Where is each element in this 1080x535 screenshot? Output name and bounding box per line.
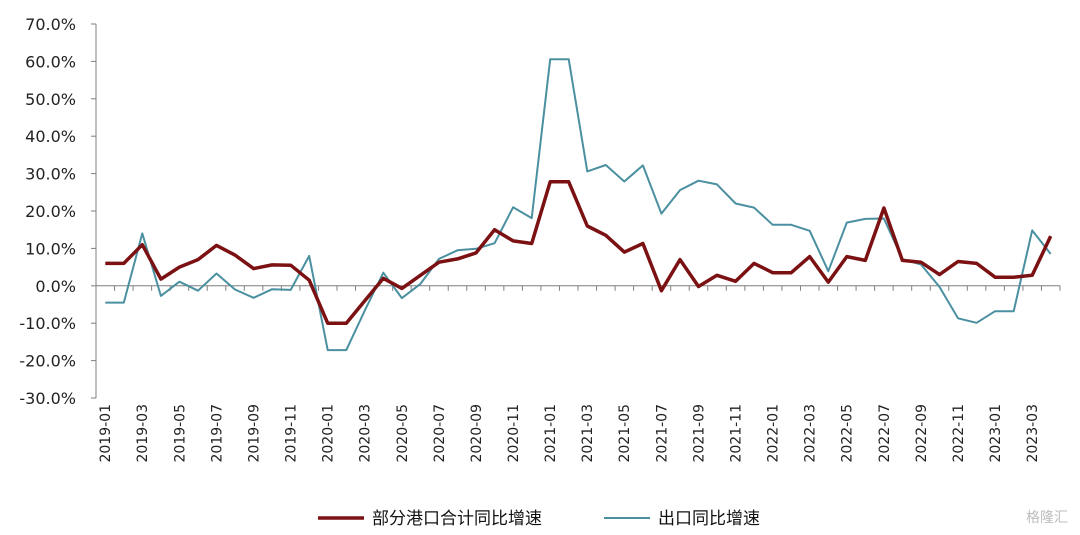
y-tick-label: -10.0% — [19, 314, 76, 333]
x-tick-label: 2019-09 — [246, 404, 262, 463]
y-tick-label: 60.0% — [25, 52, 76, 71]
legend-label: 出口同比增速 — [658, 509, 760, 529]
watermark-text: 格隆汇 — [1026, 510, 1068, 526]
x-tick-label: 2021-09 — [691, 404, 707, 463]
x-tick-label: 2023-01 — [988, 404, 1004, 463]
legend-item-port-throughput: 部分港口合计同比增速 — [318, 509, 542, 529]
x-tick-label: 2021-03 — [580, 404, 596, 463]
x-tick-label: 2022-03 — [803, 404, 819, 463]
x-tick-label: 2021-11 — [728, 404, 744, 463]
x-tick-label: 2020-09 — [469, 404, 485, 463]
x-tick-label: 2023-03 — [1025, 404, 1041, 463]
legend-label: 部分港口合计同比增速 — [372, 509, 542, 529]
x-tick-label: 2019-11 — [284, 404, 300, 463]
x-tick-label: 2022-05 — [840, 404, 856, 463]
y-tick-label: 0.0% — [35, 277, 76, 296]
legend: 部分港口合计同比增速 出口同比增速 — [318, 509, 760, 529]
x-tick-label: 2019-01 — [98, 404, 114, 463]
x-tick-label: 2022-01 — [766, 404, 782, 463]
x-tick-label: 2019-07 — [209, 404, 225, 463]
legend-item-exports: 出口同比增速 — [604, 509, 760, 529]
x-tick-label: 2022-11 — [951, 404, 967, 463]
y-tick-label: 70.0% — [25, 15, 76, 34]
x-axis: 2019-01 2019-03 2019-05 2019-07 2019-09 2019-… — [95, 285, 1061, 463]
x-tick-label: 2021-01 — [543, 404, 559, 463]
y-tick-label: 30.0% — [25, 165, 76, 184]
y-tick-label: 20.0% — [25, 202, 76, 221]
watermark-logo: 格隆汇 — [1026, 507, 1068, 527]
y-tick-label: 50.0% — [25, 90, 76, 109]
y-tick-label: 40.0% — [25, 127, 76, 146]
x-tick-label: 2022-07 — [877, 404, 893, 463]
x-tick-label: 2021-07 — [654, 404, 670, 463]
x-tick-label: 2019-05 — [172, 404, 188, 463]
x-tick-label: 2020-07 — [432, 404, 448, 463]
x-tick-label: 2020-05 — [395, 404, 411, 463]
x-tick-label: 2020-01 — [321, 404, 337, 463]
x-tick-label: 2020-03 — [358, 404, 374, 463]
series-layer — [105, 58, 1053, 352]
x-tick-label: 2022-09 — [914, 404, 930, 463]
x-tick-label: 2020-11 — [506, 404, 522, 463]
y-axis: 70.0% 60.0% 50.0% 40.0% 30.0% 20.0% 10.0% 0.0% -… — [19, 15, 97, 408]
y-tick-label: -20.0% — [19, 352, 76, 371]
y-tick-label: -30.0% — [19, 389, 76, 408]
x-tick-label: 2021-05 — [617, 404, 633, 463]
x-tick-label: 2019-03 — [135, 404, 151, 463]
series-line-port-throughput — [105, 180, 1053, 325]
y-tick-label: 10.0% — [25, 239, 76, 258]
